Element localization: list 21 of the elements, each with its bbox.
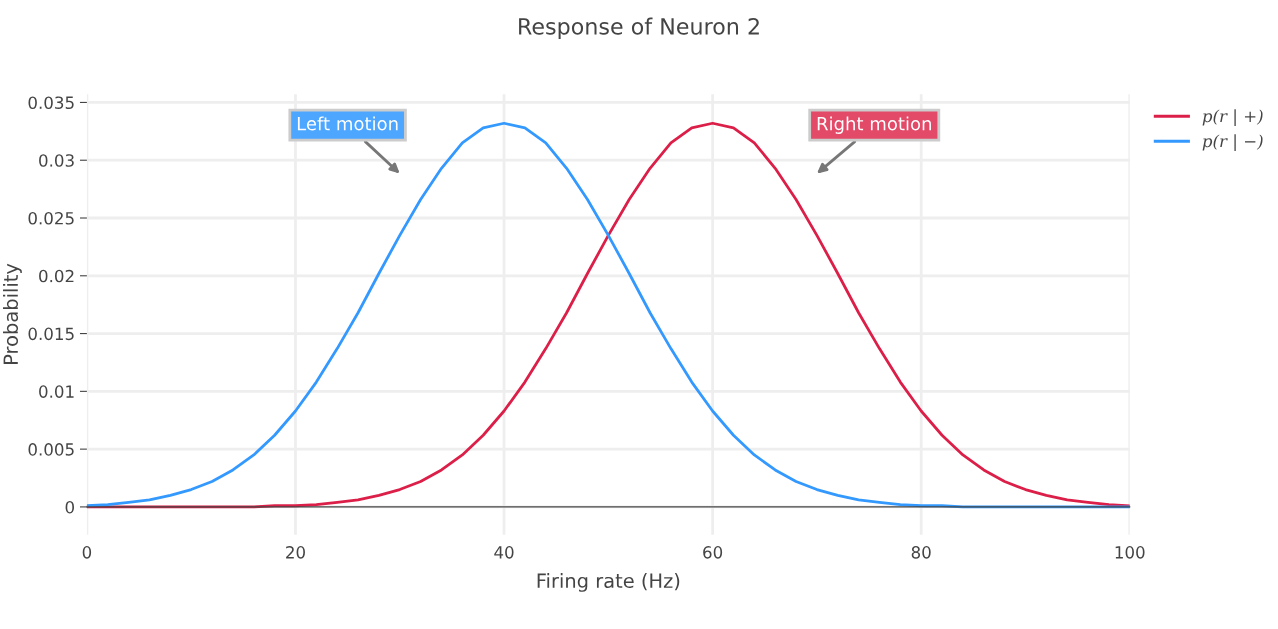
y-tick-label: 0.025 <box>28 211 74 225</box>
y-tick-label: 0.015 <box>28 327 74 341</box>
annotation: Left motion <box>297 116 398 131</box>
legend-label: p(r | −) <box>1202 134 1263 152</box>
annotation: Right motion <box>817 116 931 134</box>
y-tick-label: 0.03 <box>39 154 74 167</box>
x-tick-label: 100 <box>1115 546 1145 559</box>
legend-label: p(r | +) <box>1202 109 1263 127</box>
x-tick-label: 0 <box>82 546 92 559</box>
x-tick-label: 80 <box>911 546 931 559</box>
y-tick-label: 0.02 <box>39 269 74 283</box>
y-axis-title: Probability <box>3 263 22 364</box>
x-tick-label: 60 <box>703 546 723 559</box>
y-tick-label: 0.005 <box>28 443 74 456</box>
y-tick-label: 0.035 <box>28 96 74 110</box>
chart-title: Response of Neuron 2 <box>519 17 759 40</box>
y-tick-label: 0 <box>65 500 74 514</box>
y-tick-label: 0.01 <box>39 385 74 398</box>
x-tick-label: 40 <box>494 546 514 559</box>
x-axis-title: Firing rate (Hz) <box>537 573 680 592</box>
x-tick-label: 20 <box>286 546 305 559</box>
